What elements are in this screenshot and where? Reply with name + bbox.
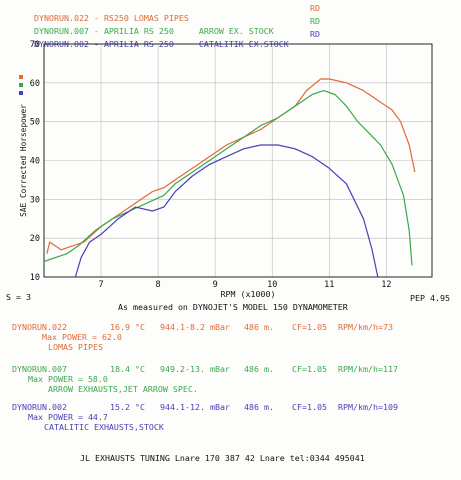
run-rpm-ratio: RPM/km/h=73	[338, 322, 393, 332]
header-run-id: DYNORUN.007	[33, 26, 89, 36]
run-pressure: 944.1-8.2 mBar	[160, 322, 230, 332]
run-max-power: Max POWER = 62.0	[42, 332, 122, 342]
run-id: DYNORUN.002	[12, 402, 67, 412]
x-axis-title: RPM (x1000)	[221, 289, 276, 299]
legend-swatch-blue	[19, 91, 23, 95]
run-rpm-ratio: RPM/km/h=117	[338, 364, 398, 374]
x-tick-label: 8	[156, 280, 161, 290]
y-tick-label: 30	[30, 195, 40, 205]
series-line-1	[46, 78, 416, 254]
header-tag-1: RD	[310, 3, 320, 13]
run-description: LOMAS PIPES	[48, 342, 103, 352]
y-tick-label: 40	[30, 157, 40, 167]
run-id: DYNORUN.007	[12, 364, 67, 374]
run-cf: CF=1.05	[292, 402, 327, 412]
y-tick-label: 10	[30, 273, 40, 283]
run-id: DYNORUN.022	[12, 322, 67, 332]
legend-swatch-orange	[19, 75, 23, 79]
header-run-id: DYNORUN.022	[33, 13, 89, 23]
legend-swatch-green	[19, 83, 23, 87]
measured-note: As measured on DYNOJET'S MODEL 150 DYNAM…	[118, 302, 348, 312]
x-tick-label: 10	[267, 280, 277, 290]
chart-series	[43, 78, 416, 278]
x-tick-label: 9	[213, 280, 218, 290]
footer-shop-info: JL EXHAUSTS TUNING Lnare 170 387 42 Lnar…	[80, 453, 365, 463]
header-bike: RS250 LOMAS PIPES	[103, 13, 189, 23]
y-tick-label: 50	[30, 118, 40, 128]
y-tick-label: 20	[30, 234, 40, 244]
run-temp: 18.4 °C	[110, 364, 145, 374]
y-tick-label: 70	[30, 40, 40, 50]
run-description: ARROW EXHAUSTS,JET ARROW SPEC.	[48, 384, 198, 394]
run-temp: 16.9 °C	[110, 322, 145, 332]
run-description: CATALITIC EXHAUSTS,STOCK	[44, 422, 164, 432]
run-rpm-ratio: RPM/km/h=109	[338, 402, 398, 412]
run-altitude: 486 m.	[244, 322, 274, 332]
run-altitude: 486 m.	[244, 402, 274, 412]
run-cf: CF=1.05	[292, 364, 327, 374]
run-temp: 15.2 °C	[110, 402, 145, 412]
run-max-power: Max POWER = 58.0	[28, 374, 108, 384]
s-label: S = 3	[6, 292, 31, 302]
chart-labels: 10 20 30 40 50 60 70 7 8 9 10 11 12 RPM (x1000) SAE Co…	[19, 40, 391, 299]
plot-frame	[43, 43, 433, 278]
header-tag-3: RD	[310, 29, 320, 39]
x-tick-label: 11	[324, 280, 334, 290]
y-tick-label: 60	[30, 79, 40, 89]
series-line-2	[43, 90, 413, 266]
y-axis-title: SAE Corrected Horsepower	[19, 104, 28, 217]
header-bike: APRILIA RS 250 ARROW EX. STOCK	[103, 26, 274, 36]
x-tick-label: 12	[381, 280, 391, 290]
run-pressure: 949.2-13. mBar	[160, 364, 230, 374]
run-cf: CF=1.05	[292, 322, 327, 332]
chart-axes	[43, 43, 433, 278]
run-max-power: Max POWER = 44.7	[28, 412, 108, 422]
pep-label: PEP 4.95	[410, 293, 450, 303]
x-tick-label: 7	[98, 280, 103, 290]
chart-grid	[44, 44, 432, 277]
header-line-2: DYNORUN.007 - APRILIA RS 250 ARROW EX. S…	[33, 26, 274, 36]
run-altitude: 486 m.	[244, 364, 274, 374]
horsepower-chart: 10 20 30 40 50 60 70 7 8 9 10 11 12 RPM (x1000) SAE Co…	[19, 40, 433, 299]
legend-color-swatches	[19, 75, 23, 95]
header-line-1: DYNORUN.022 - RS250 LOMAS PIPES	[33, 13, 189, 23]
run-pressure: 944.1-12. mBar	[160, 402, 230, 412]
series-line-3	[74, 144, 379, 278]
header-tag-2: RD	[310, 16, 320, 26]
